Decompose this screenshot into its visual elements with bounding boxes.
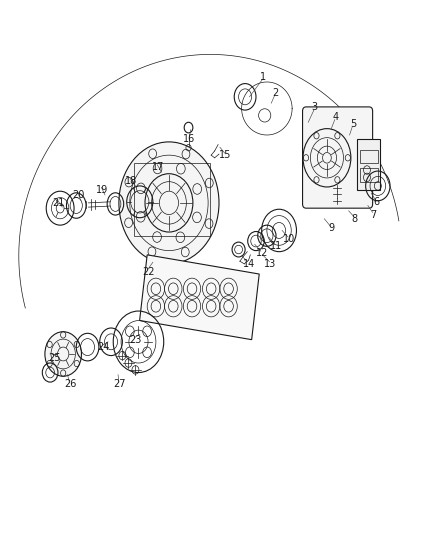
Text: 4: 4: [332, 112, 339, 122]
Text: 14: 14: [243, 259, 255, 269]
Text: 16: 16: [183, 134, 195, 144]
Text: 19: 19: [96, 184, 109, 195]
Bar: [360, 150, 378, 163]
Text: 22: 22: [142, 267, 155, 277]
Text: 15: 15: [219, 150, 232, 160]
Text: 7: 7: [371, 209, 377, 220]
Polygon shape: [140, 255, 259, 340]
Text: 18: 18: [125, 175, 137, 185]
Text: 2: 2: [272, 87, 279, 98]
Text: 25: 25: [48, 353, 61, 362]
Text: 13: 13: [264, 259, 276, 269]
Text: 23: 23: [129, 335, 141, 345]
Text: 3: 3: [312, 102, 318, 112]
Text: 6: 6: [374, 197, 380, 207]
Text: 1: 1: [259, 71, 265, 82]
Text: 8: 8: [352, 214, 358, 224]
Text: 21: 21: [53, 198, 65, 208]
Text: 12: 12: [255, 248, 268, 259]
Circle shape: [119, 142, 219, 264]
Text: 24: 24: [98, 342, 110, 352]
FancyBboxPatch shape: [303, 107, 373, 208]
Text: 27: 27: [113, 379, 126, 389]
Text: 5: 5: [350, 119, 356, 130]
Text: 10: 10: [283, 234, 295, 244]
Circle shape: [45, 332, 81, 376]
Text: 20: 20: [73, 190, 85, 200]
Text: 9: 9: [328, 223, 334, 233]
Bar: [134, 163, 210, 236]
Text: 11: 11: [269, 241, 282, 252]
Bar: [357, 139, 380, 190]
Bar: [360, 168, 378, 182]
Text: 17: 17: [152, 162, 164, 172]
Text: 26: 26: [64, 379, 76, 389]
